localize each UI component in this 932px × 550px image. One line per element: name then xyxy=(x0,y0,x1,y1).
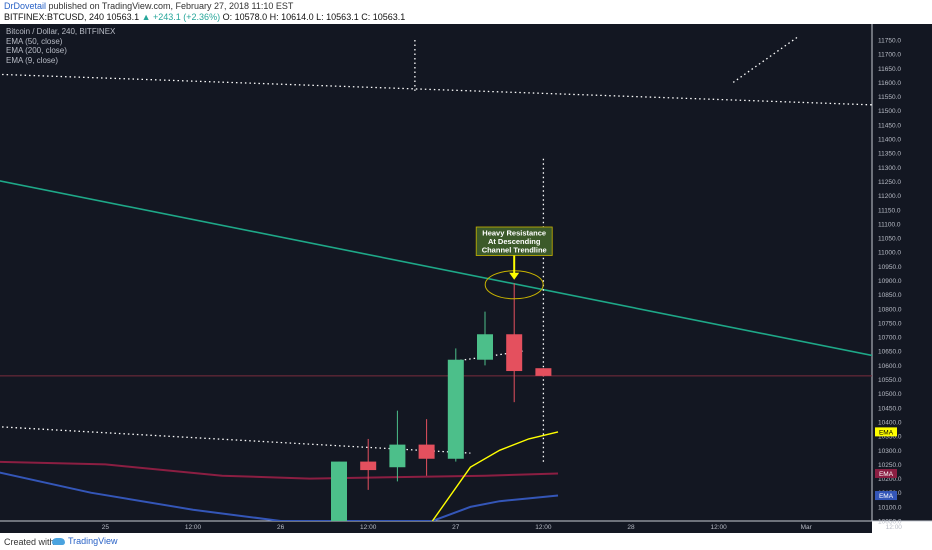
price-tick: 11200.0 xyxy=(878,193,901,200)
published-text: published on TradingView.com, February 2… xyxy=(48,1,294,11)
ema50-line xyxy=(0,471,559,521)
price-tick: 11300.0 xyxy=(878,165,901,172)
symbol: BITFINEX:BTCUSD, 240 xyxy=(4,12,105,22)
price-tick: 10600.0 xyxy=(878,363,902,370)
price-tick: 10500.0 xyxy=(878,391,902,398)
price-tick: 10800.0 xyxy=(878,306,902,313)
symbol-line: BITFINEX:BTCUSD, 240 10563.1 ▲ +243.1 (+… xyxy=(4,12,405,22)
price-tick: 10350.0 xyxy=(878,434,902,441)
price-tick: 10550.0 xyxy=(878,377,902,384)
time-tick: Mar xyxy=(801,524,813,531)
ema9-line xyxy=(431,431,559,521)
price-tick: 10200.0 xyxy=(878,476,902,483)
annotation-text: At Descending xyxy=(488,237,541,246)
legend-ema50: EMA (50, close) xyxy=(6,36,63,46)
legend-ema200: EMA (200, close) xyxy=(6,46,67,55)
ema-badge xyxy=(875,427,897,437)
candle-body xyxy=(535,368,552,376)
plot-area xyxy=(0,24,872,521)
price-axis xyxy=(872,24,932,521)
price-tick: 11100.0 xyxy=(878,221,901,228)
footer: Created with TradingView xyxy=(0,533,932,550)
candle-body xyxy=(360,461,377,471)
header: DrDovetail published on TradingView.com,… xyxy=(0,0,932,24)
candle-body xyxy=(477,334,493,360)
legend-ema9: EMA (9, close) xyxy=(6,55,59,65)
price-tick: 11550.0 xyxy=(878,94,901,101)
time-tick: 27 xyxy=(452,524,460,531)
price-tick: 11350.0 xyxy=(878,151,901,158)
price-tick: 10100.0 xyxy=(878,504,902,511)
ema200-line xyxy=(0,460,559,480)
price-tick: 10700.0 xyxy=(878,335,902,342)
ema-badge-label: EMA xyxy=(879,471,894,478)
price-tick: 10450.0 xyxy=(878,405,902,412)
dotted-line xyxy=(0,73,872,106)
publish-line: DrDovetail published on TradingView.com,… xyxy=(4,1,293,11)
time-tick: 12:00 xyxy=(360,524,377,531)
ema-badge xyxy=(875,468,897,478)
price-tick: 11750.0 xyxy=(878,38,901,45)
candle-body xyxy=(447,359,464,459)
ohlc-values: O: 10578.0 H: 10614.0 L: 10563.1 C: 1056… xyxy=(222,12,406,22)
time-tick: 25 xyxy=(102,524,110,531)
last-price: 10563.1 xyxy=(106,12,140,22)
tradingview-logo[interactable]: TradingView xyxy=(52,536,118,546)
tradingview-brand: TradingView xyxy=(68,536,118,546)
time-tick: 12:00 xyxy=(535,524,552,531)
price-tick: 10300.0 xyxy=(878,448,902,455)
legend-symbol: Bitcoin / Dollar, 240, BITFINEX xyxy=(6,27,116,36)
ema-badge-label: EMA xyxy=(879,493,894,500)
price-tick: 11500.0 xyxy=(878,108,901,115)
price-tick: 10050.0 xyxy=(878,519,902,526)
chart-legend: Bitcoin / Dollar, 240, BITFINEX EMA (50,… xyxy=(6,27,115,65)
price-tick: 10950.0 xyxy=(878,264,902,271)
price-tick: 11250.0 xyxy=(878,179,901,186)
time-tick: 12:00 xyxy=(710,524,727,531)
price-tick: 10750.0 xyxy=(878,320,902,327)
ema-badge xyxy=(875,491,897,501)
candle-body xyxy=(506,334,523,372)
price-tick: 10250.0 xyxy=(878,462,902,469)
price-tick: 11150.0 xyxy=(878,207,901,214)
price-tick: 10400.0 xyxy=(878,419,902,426)
author-link[interactable]: DrDovetail xyxy=(4,1,47,11)
price-change: ▲ +243.1 (+2.36%) xyxy=(141,12,221,22)
time-tick: 26 xyxy=(277,524,285,531)
price-tick: 11650.0 xyxy=(878,66,901,73)
annotation-text: Channel Trendline xyxy=(482,246,547,255)
cloud-icon xyxy=(52,538,65,545)
ema-badge-label: EMA xyxy=(879,429,894,436)
descending-trendline xyxy=(0,180,872,357)
price-tick: 11050.0 xyxy=(878,236,901,243)
time-tick: 12:00 xyxy=(886,524,903,531)
created-with-text: Created with xyxy=(4,537,55,547)
time-tick: 28 xyxy=(627,524,635,531)
price-tick: 11450.0 xyxy=(878,122,901,129)
price-tick: 10850.0 xyxy=(878,292,902,299)
annotation-box xyxy=(475,226,553,256)
candle-body xyxy=(418,444,435,459)
price-tick: 11000.0 xyxy=(878,250,901,257)
time-tick: 12:00 xyxy=(185,524,202,531)
price-tick: 11400.0 xyxy=(878,137,901,144)
candle-body xyxy=(389,444,406,468)
annotation-arrow-head xyxy=(509,272,520,280)
price-tick: 10900.0 xyxy=(878,278,902,285)
time-axis xyxy=(0,521,872,533)
annotation-text: Heavy Resistance xyxy=(482,229,546,238)
price-tick: 11600.0 xyxy=(878,80,901,87)
candle-body xyxy=(331,461,347,521)
price-tick: 10650.0 xyxy=(878,349,902,356)
price-tick: 11700.0 xyxy=(878,52,901,59)
